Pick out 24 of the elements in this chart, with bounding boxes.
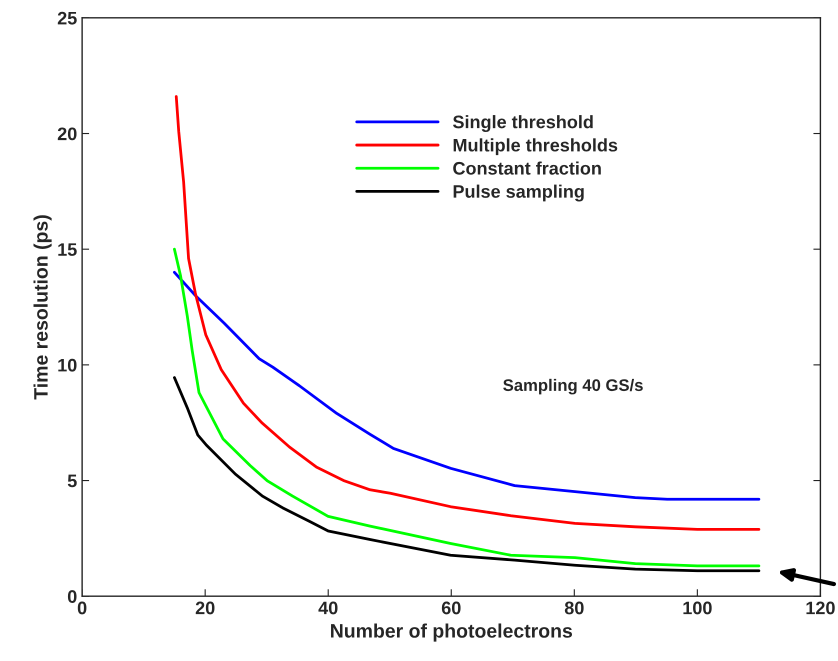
- y-tick-label: 0: [68, 590, 77, 603]
- annotation: Sampling 40 GS/s: [503, 378, 643, 394]
- x-tick-label: 40: [318, 602, 338, 614]
- line-series: [173, 248, 760, 568]
- y-tick-label: 20: [58, 127, 77, 140]
- line-series: [174, 95, 760, 531]
- x-tick-label: 20: [196, 602, 214, 614]
- y-tick-label: 10: [58, 358, 77, 372]
- legend-label: Multiple thresholds: [454, 138, 618, 156]
- x-tick-label: 60: [442, 602, 461, 614]
- y-tick-label: 15: [58, 243, 77, 256]
- x-tick-label: 80: [564, 602, 584, 614]
- legend-label: Constant fraction: [453, 161, 601, 175]
- legend-label: Single threshold: [452, 115, 593, 132]
- x-tick-label: 100: [683, 602, 712, 614]
- y-tick-label: 25: [58, 12, 77, 25]
- line-series: [173, 270, 760, 501]
- legend-label: Pulse sampling: [454, 184, 584, 202]
- y-axis-title: Time resolution (ps): [34, 215, 52, 400]
- x-axis-title: Number of photoelectrons: [331, 623, 572, 642]
- line-series: [173, 376, 760, 572]
- x-tick-label: 120: [806, 602, 835, 614]
- y-tick-label: 5: [68, 474, 77, 488]
- x-tick-label: 0: [78, 602, 86, 614]
